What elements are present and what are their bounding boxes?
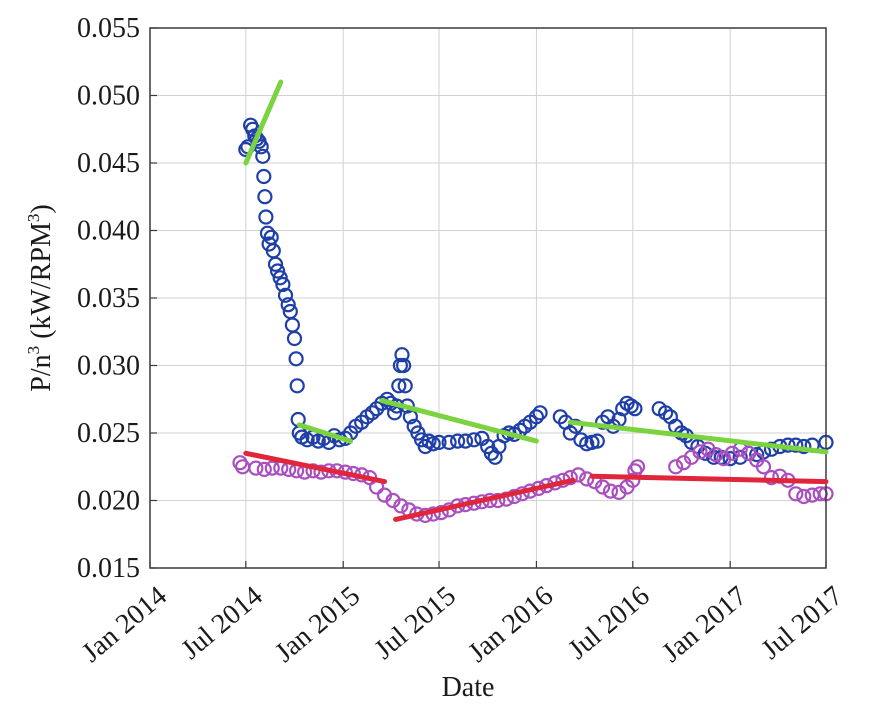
data-point <box>288 351 304 367</box>
data-point <box>625 472 641 488</box>
data-point <box>441 434 457 450</box>
x-tick-label: Jul 2014 <box>175 580 268 665</box>
x-tick-label: Jan 2014 <box>76 580 173 668</box>
data-point <box>280 297 296 313</box>
trend-line <box>393 477 576 522</box>
data-point <box>457 433 474 449</box>
y-tick-label: 0.055 <box>77 13 140 44</box>
y-tick-label: 0.035 <box>77 283 140 314</box>
x-tick-label: Jan 2015 <box>269 580 366 668</box>
y-tick-label: 0.045 <box>77 148 140 179</box>
y-tick-label: 0.020 <box>77 486 140 517</box>
data-point <box>264 460 280 476</box>
data-point <box>602 483 619 499</box>
data-point <box>396 357 412 374</box>
data-point <box>275 276 291 293</box>
data-point <box>629 459 646 475</box>
data-point <box>394 347 410 363</box>
data-point <box>627 401 643 417</box>
y-tick-label: 0.030 <box>77 351 140 382</box>
data-point <box>567 418 584 434</box>
data-point <box>256 168 272 185</box>
data-point <box>270 263 286 279</box>
data-point <box>391 378 407 394</box>
data-point <box>657 405 674 421</box>
y-axis-title: P/n3 (kW/RPM3) <box>24 204 57 391</box>
y-tick-label: 0.040 <box>77 216 140 247</box>
data-point <box>623 398 639 414</box>
data-point <box>788 486 804 502</box>
data-point <box>562 470 578 486</box>
x-tick-label: Jul 2017 <box>756 580 849 665</box>
data-point <box>579 471 595 487</box>
data-point <box>258 209 274 225</box>
trend-lines <box>243 79 829 522</box>
data-point <box>732 449 748 465</box>
data-point <box>796 488 812 505</box>
data-point <box>286 330 303 347</box>
y-tick-label: 0.025 <box>77 418 140 449</box>
data-point <box>277 287 294 303</box>
data-point <box>570 467 586 483</box>
trend-line <box>379 398 539 444</box>
data-point <box>272 270 288 286</box>
trend-line <box>243 450 387 485</box>
data-point <box>450 433 466 449</box>
x-tick-label: Jan 2017 <box>656 580 753 668</box>
trend-line <box>589 473 829 485</box>
data-point <box>393 498 409 514</box>
data-point <box>668 459 684 475</box>
data-point <box>724 445 740 461</box>
x-tick-label: Jan 2016 <box>462 580 559 668</box>
x-axis-title: Date <box>442 672 495 703</box>
data-point <box>466 432 482 448</box>
data-point <box>532 405 548 421</box>
data-point <box>788 437 804 453</box>
data-point <box>763 441 780 457</box>
data-point <box>259 225 276 241</box>
data-point <box>589 433 605 449</box>
data-point <box>692 444 708 460</box>
x-tick-label: Jul 2016 <box>562 580 655 665</box>
data-point <box>594 479 611 495</box>
y-tick-label: 0.050 <box>77 81 140 112</box>
data-point <box>397 378 413 394</box>
data-point <box>255 148 271 164</box>
data-point <box>267 256 284 272</box>
data-point <box>749 447 765 463</box>
data-point <box>289 378 305 394</box>
data-point <box>257 189 273 205</box>
data-point <box>364 405 380 421</box>
y-axis: 0.015 0.020 0.025 0.030 0.035 0.040 0.045 0.050… <box>77 13 157 584</box>
trend-line <box>296 422 354 444</box>
data-point <box>248 460 264 476</box>
data-point <box>763 470 780 486</box>
data-point <box>425 436 441 452</box>
scatter-series <box>238 117 834 467</box>
data-point <box>256 461 272 477</box>
x-tick-label: Jul 2015 <box>369 580 462 665</box>
trend-line <box>567 419 829 455</box>
data-point <box>755 459 772 475</box>
data-point <box>431 434 447 450</box>
trend-line <box>243 79 284 166</box>
data-point <box>708 447 724 463</box>
data-point <box>528 409 545 425</box>
y-tick-label: 0.015 <box>77 553 140 584</box>
x-axis: Jan 2014 Jul 2014 Jan 2015 Jul 2015 Jan 2016… <box>76 561 849 669</box>
